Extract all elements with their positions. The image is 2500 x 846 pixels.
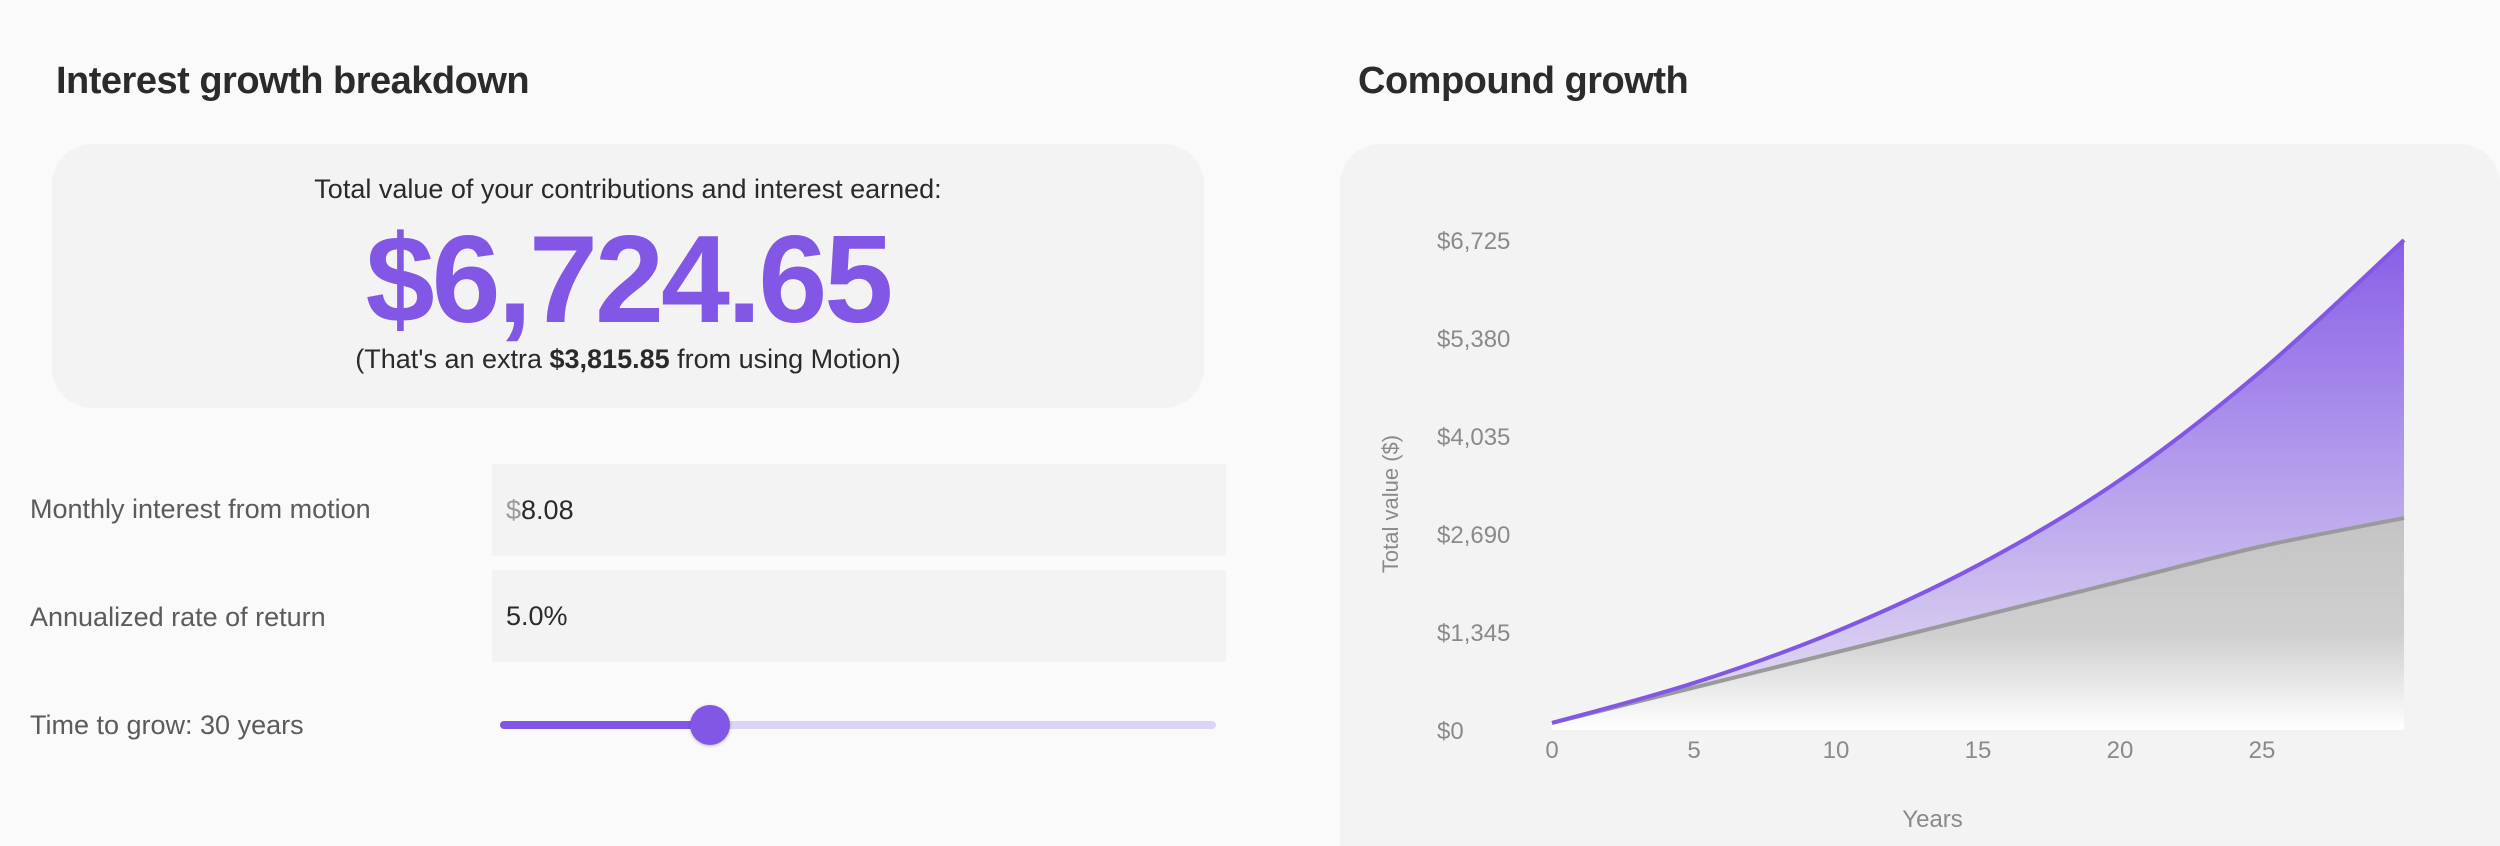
currency-prefix: $ [506,494,522,525]
y-tick-label: $2,690 [1437,522,1510,549]
contributions-area [1552,518,2404,730]
x-axis-label: Years [1902,806,1963,833]
x-tick-label: 15 [1965,737,1992,764]
x-tick-label: 25 [2249,737,2276,764]
x-tick-label: 0 [1545,737,1558,764]
x-tick-label: 20 [2107,737,2134,764]
y-tick-label: $5,380 [1437,326,1510,353]
monthly-interest-value: 8.08 [521,494,574,525]
contributions-line [1551,516,2405,725]
time-to-grow-slider[interactable] [500,700,1216,750]
extra-prefix: (That's an extra [355,344,550,374]
slider-fill [500,721,710,729]
x-tick-label: 10 [1823,737,1850,764]
compound-growth-chart: $0 $1,345 $2,690 $4,035 $5,380 $6,725 0 5 10 15 20… [1378,228,2406,833]
x-tick-label: 5 [1687,737,1700,764]
y-tick-label: $1,345 [1437,620,1510,647]
chart-title: Compound growth [1358,60,1689,102]
slider-thumb[interactable] [689,705,730,745]
summary-card: Total value of your contributions and in… [52,144,1204,408]
extra-amount: $3,815.85 [549,344,670,374]
time-to-grow-label: Time to grow: 30 years [30,710,304,740]
interest-area [1552,240,2404,723]
y-axis-label: Total value ($) [1378,435,1403,573]
rate-of-return-label: Annualized rate of return [30,602,326,632]
rate-of-return-value: 5.0% [506,600,568,631]
total-value: $6,724.65 [365,211,894,349]
rate-of-return-field[interactable]: 5.0% [492,570,1226,662]
y-tick-label: $0 [1437,718,1464,745]
total-value-line [1551,238,2406,725]
breakdown-title: Interest growth breakdown [56,60,530,102]
monthly-interest-label: Monthly interest from motion [30,494,371,524]
extra-earnings: (That's an extra $3,815.85 from using Mo… [52,344,1204,375]
y-tick-label: $4,035 [1437,424,1510,451]
summary-caption: Total value of your contributions and in… [314,174,942,204]
chart-card: $0 $1,345 $2,690 $4,035 $5,380 $6,725 0 5 10 15 20… [1340,144,2500,846]
interest-breakdown-panel: Interest growth breakdown Total value of… [0,0,1240,846]
extra-suffix: from using Motion) [669,344,901,374]
monthly-interest-field[interactable]: $8.08 [492,464,1226,556]
y-tick-label: $6,725 [1437,228,1510,255]
compound-growth-panel: Compound growth $0 $1,345 $2,690 $4,035 $5,3… [1340,0,2500,846]
slider-track[interactable] [500,721,1216,729]
